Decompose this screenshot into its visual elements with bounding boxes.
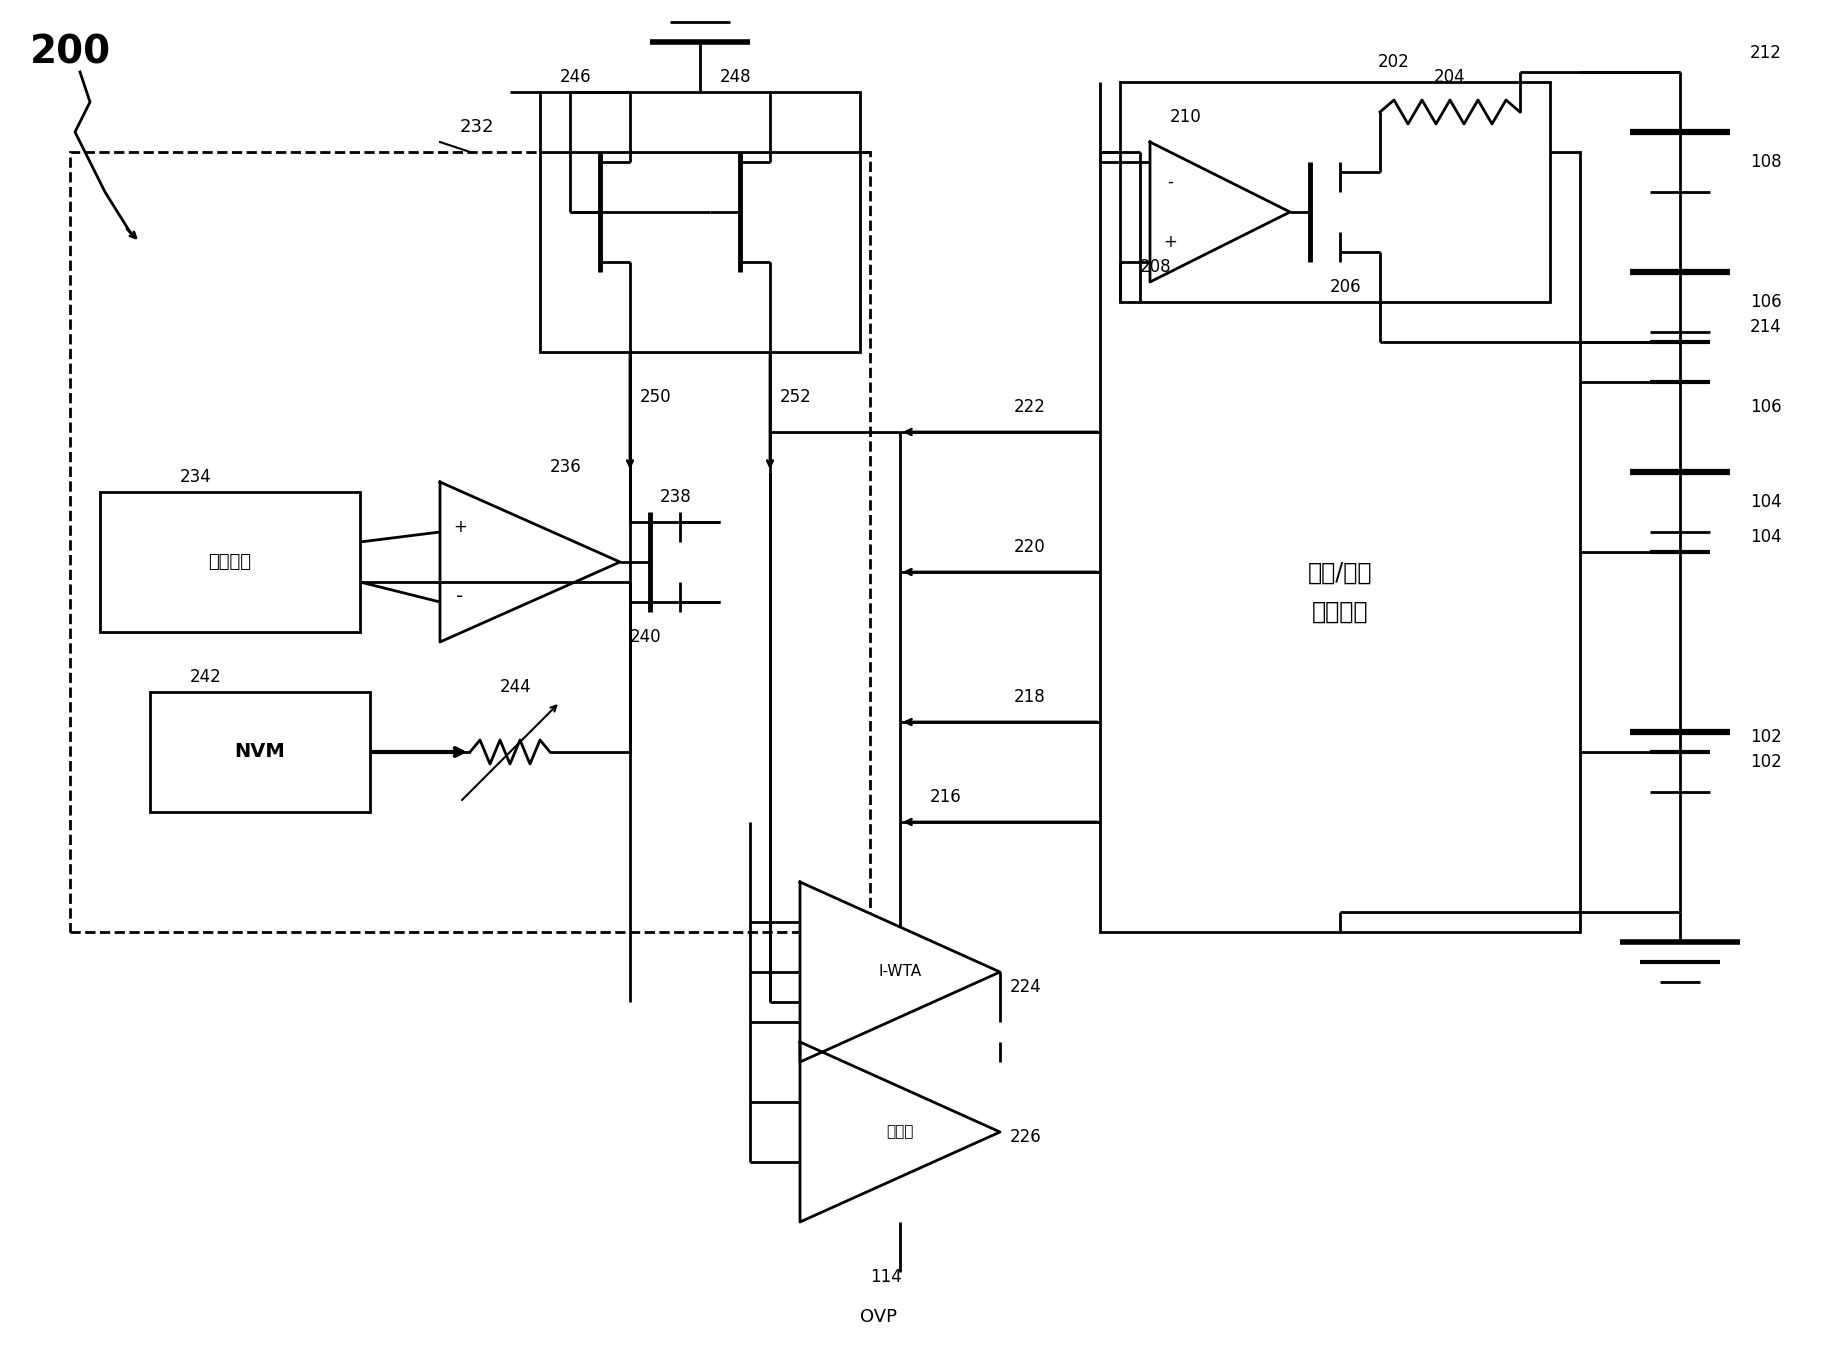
Polygon shape <box>1150 142 1290 283</box>
Text: 220: 220 <box>1014 538 1045 556</box>
Polygon shape <box>800 1042 1001 1222</box>
Text: 222: 222 <box>1014 397 1047 416</box>
Text: OVP: OVP <box>861 1307 898 1326</box>
Bar <box>540 92 861 352</box>
Text: NVM: NVM <box>234 742 286 761</box>
Text: 218: 218 <box>1014 688 1045 706</box>
Text: 电压/电流
转换网络: 电压/电流 转换网络 <box>1309 560 1373 623</box>
Bar <box>149 692 370 813</box>
Text: 248: 248 <box>721 68 752 87</box>
Text: 212: 212 <box>1751 45 1782 62</box>
Bar <box>1121 82 1550 301</box>
Text: 106: 106 <box>1751 293 1782 311</box>
Text: 108: 108 <box>1751 153 1782 170</box>
Text: 208: 208 <box>1141 258 1172 276</box>
Text: 比较器: 比较器 <box>886 1125 914 1140</box>
Text: 200: 200 <box>29 32 111 72</box>
Text: 114: 114 <box>870 1268 901 1286</box>
Text: I-WTA: I-WTA <box>879 964 922 979</box>
Text: 232: 232 <box>461 118 494 137</box>
Text: 240: 240 <box>630 627 662 646</box>
Text: 带隙基准: 带隙基准 <box>208 553 251 571</box>
Text: 246: 246 <box>560 68 592 87</box>
Text: 234: 234 <box>181 468 212 485</box>
Bar <box>70 151 870 932</box>
Text: 104: 104 <box>1751 529 1782 546</box>
Bar <box>100 492 359 631</box>
Text: 106: 106 <box>1751 397 1782 416</box>
Text: 204: 204 <box>1434 68 1465 87</box>
Text: 226: 226 <box>1010 1128 1041 1146</box>
Text: 236: 236 <box>549 458 582 476</box>
Polygon shape <box>440 483 619 642</box>
Text: 238: 238 <box>660 488 691 506</box>
Text: -: - <box>1167 173 1172 191</box>
Polygon shape <box>800 882 1001 1063</box>
Text: 202: 202 <box>1379 53 1410 72</box>
Text: 252: 252 <box>780 388 811 406</box>
Text: +: + <box>453 518 466 535</box>
Text: 206: 206 <box>1331 279 1362 296</box>
Text: 104: 104 <box>1751 493 1782 511</box>
Text: 242: 242 <box>190 668 221 685</box>
Text: 102: 102 <box>1751 727 1782 746</box>
Text: +: + <box>1163 233 1178 251</box>
Text: 214: 214 <box>1751 318 1782 337</box>
Text: 224: 224 <box>1010 977 1041 996</box>
Text: 250: 250 <box>640 388 671 406</box>
Text: 210: 210 <box>1170 108 1202 126</box>
Text: -: - <box>457 587 464 606</box>
Text: 244: 244 <box>499 677 531 696</box>
Text: 216: 216 <box>931 788 962 806</box>
Bar <box>1100 151 1579 932</box>
Text: 102: 102 <box>1751 753 1782 771</box>
